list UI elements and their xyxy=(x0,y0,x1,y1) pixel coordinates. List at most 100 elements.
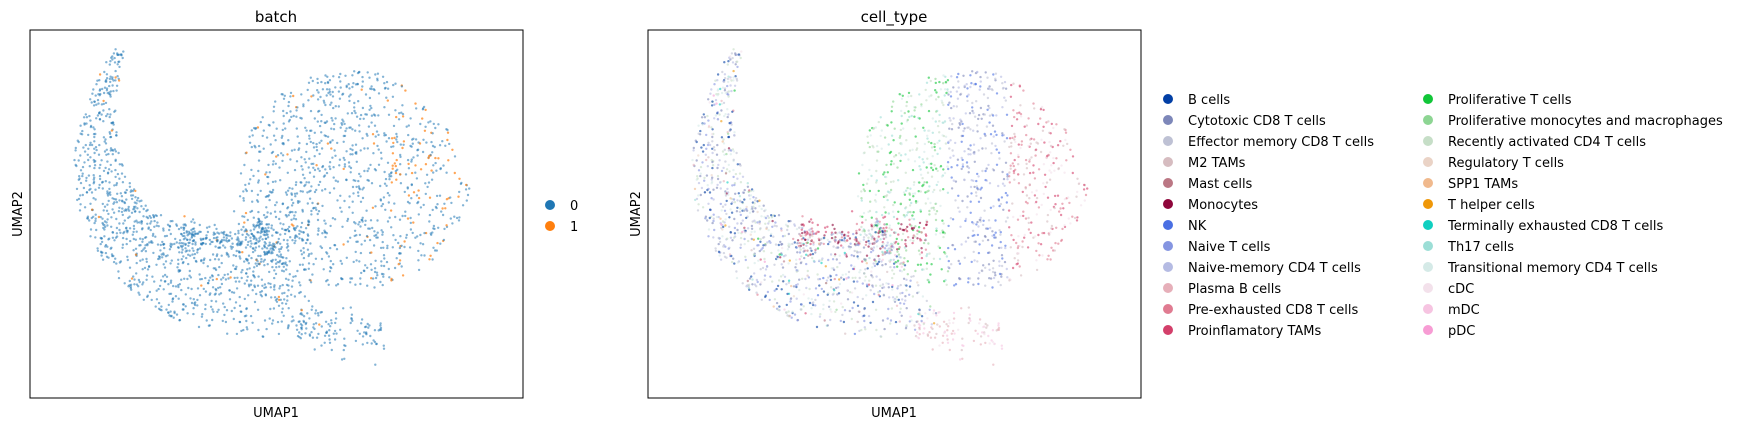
scatter-point xyxy=(287,284,290,287)
scatter-point xyxy=(1057,167,1060,171)
scatter-point xyxy=(414,102,417,105)
scatter-point xyxy=(145,260,148,263)
scatter-point xyxy=(187,244,190,247)
scatter-point xyxy=(892,100,895,103)
scatter-point xyxy=(396,140,399,144)
scatter-point xyxy=(359,117,362,121)
scatter-point xyxy=(739,213,742,217)
scatter-point xyxy=(885,282,888,285)
scatter-point xyxy=(111,58,114,61)
scatter-point xyxy=(833,227,836,231)
scatter-point xyxy=(798,246,801,249)
scatter-point xyxy=(850,291,854,294)
scatter-point xyxy=(379,151,383,154)
scatter-point xyxy=(309,140,312,144)
scatter-point xyxy=(366,284,369,287)
scatter-point xyxy=(732,48,735,51)
scatter-point xyxy=(910,114,913,118)
scatter-point xyxy=(317,91,320,94)
scatter-point xyxy=(329,246,332,250)
scatter-point xyxy=(423,231,426,235)
scatter-point xyxy=(361,218,364,222)
scatter-point xyxy=(970,192,973,195)
scatter-point xyxy=(735,276,739,280)
scatter-point xyxy=(864,328,867,331)
scatter-point xyxy=(719,258,723,261)
scatter-point xyxy=(126,231,129,234)
scatter-point xyxy=(744,255,747,258)
scatter-point xyxy=(900,122,903,125)
scatter-point xyxy=(286,227,290,231)
scatter-point xyxy=(76,139,80,142)
scatter-point xyxy=(796,242,799,245)
scatter-point xyxy=(113,61,117,64)
scatter-point xyxy=(366,266,369,269)
scatter-point xyxy=(348,95,351,98)
scatter-point xyxy=(753,283,757,286)
scatter-point xyxy=(894,240,898,244)
scatter-point xyxy=(1057,242,1060,245)
scatter-point xyxy=(750,224,754,228)
scatter-point xyxy=(375,342,378,346)
scatter-point xyxy=(376,72,380,75)
scatter-point xyxy=(445,224,448,227)
scatter-point xyxy=(942,103,945,107)
scatter-point xyxy=(931,117,934,120)
scatter-point xyxy=(760,298,763,301)
scatter-point xyxy=(752,189,755,193)
scatter-point xyxy=(244,183,247,187)
scatter-point xyxy=(294,211,297,214)
scatter-point xyxy=(315,188,318,192)
scatter-point xyxy=(267,223,271,226)
scatter-point xyxy=(902,191,906,194)
scatter-point xyxy=(860,199,863,202)
scatter-point xyxy=(926,171,930,174)
scatter-point xyxy=(705,147,708,150)
scatter-point xyxy=(385,184,388,187)
scatter-point xyxy=(992,259,995,262)
scatter-point xyxy=(983,113,986,116)
scatter-point xyxy=(223,230,226,234)
scatter-point xyxy=(99,215,102,219)
scatter-point xyxy=(428,154,431,158)
scatter-point xyxy=(354,111,357,115)
scatter-point xyxy=(251,289,254,292)
scatter-point xyxy=(307,181,311,184)
scatter-point xyxy=(113,184,116,187)
scatter-point xyxy=(374,135,377,138)
scatter-point xyxy=(859,233,862,236)
scatter-point xyxy=(327,91,330,95)
scatter-point xyxy=(150,298,153,302)
scatter-point xyxy=(269,247,272,250)
scatter-point xyxy=(86,153,90,156)
scatter-point xyxy=(880,335,883,338)
scatter-point xyxy=(943,232,947,235)
legend-label-cell-type-2: Effector memory CD8 T cells xyxy=(1188,135,1374,150)
scatter-point xyxy=(917,337,920,340)
scatter-point xyxy=(842,239,846,242)
scatter-point xyxy=(1032,164,1035,167)
scatter-point xyxy=(298,237,301,240)
scatter-point xyxy=(727,75,730,78)
scatter-point xyxy=(1034,148,1038,151)
scatter-point xyxy=(1017,173,1020,176)
scatter-point xyxy=(1014,168,1017,171)
scatter-point xyxy=(339,80,342,83)
scatter-point xyxy=(998,264,1001,267)
scatter-point xyxy=(908,198,911,201)
scatter-point xyxy=(103,150,107,153)
scatter-point xyxy=(963,256,966,259)
scatter-point xyxy=(971,109,974,113)
scatter-point xyxy=(308,333,311,336)
scatter-point xyxy=(344,74,347,78)
scatter-point xyxy=(716,166,719,170)
scatter-point xyxy=(334,179,337,182)
scatter-point xyxy=(335,284,338,287)
scatter-point xyxy=(927,281,931,284)
scatter-point xyxy=(265,247,269,250)
scatter-point xyxy=(277,304,281,307)
legend-label-cell-type-8: Naive-memory CD4 T cells xyxy=(1188,261,1361,276)
scatter-point xyxy=(92,132,96,136)
scatter-point xyxy=(939,88,943,91)
scatter-point xyxy=(316,312,320,315)
